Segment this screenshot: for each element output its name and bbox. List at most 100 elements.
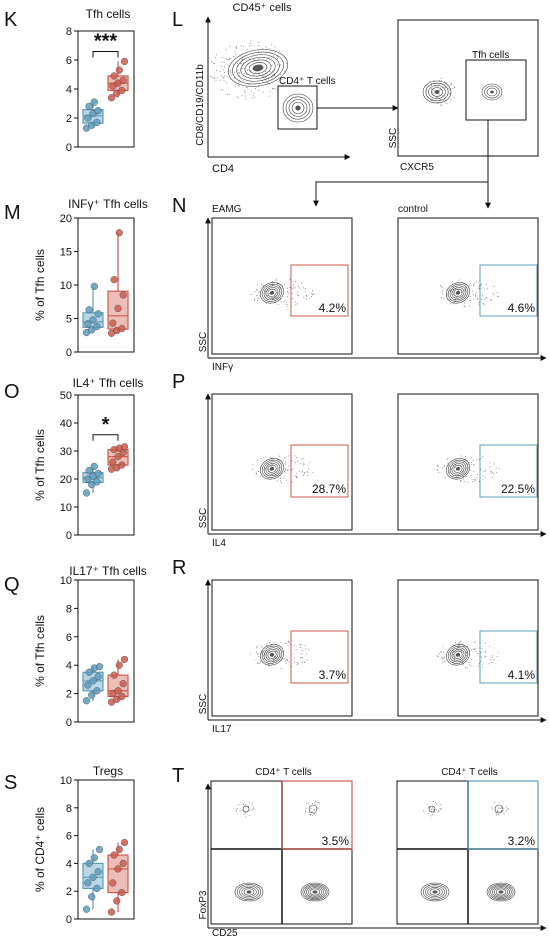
event-dot <box>263 457 265 459</box>
event-dot <box>258 41 260 43</box>
event-dot <box>210 75 212 77</box>
event-dot <box>253 74 255 76</box>
event-dot <box>271 463 273 465</box>
event-dot <box>272 88 274 90</box>
event-dot <box>268 468 270 470</box>
event-dot <box>285 642 287 644</box>
data-point <box>93 322 101 331</box>
event-dot <box>493 294 495 296</box>
event-dot <box>440 297 442 299</box>
event-dot <box>474 480 476 482</box>
event-dot <box>438 93 440 95</box>
event-dot <box>490 299 492 301</box>
event-dot <box>471 461 473 463</box>
event-dot <box>261 652 263 654</box>
event-dot <box>280 642 282 644</box>
event-dot <box>317 801 319 803</box>
event-dot <box>446 103 448 105</box>
data-point <box>95 663 104 671</box>
event-dot <box>438 89 440 91</box>
event-dot <box>466 655 468 657</box>
data-point <box>84 114 92 122</box>
panel-letter: R <box>172 557 186 579</box>
event-dot <box>312 471 314 473</box>
event-dot <box>261 459 263 461</box>
panel-letter: N <box>172 195 186 217</box>
event-dot <box>296 475 298 477</box>
y-tick-label: 2 <box>66 689 72 701</box>
event-dot <box>480 298 482 300</box>
event-dot <box>483 475 485 477</box>
event-dot <box>273 642 275 644</box>
event-dot <box>265 302 267 304</box>
event-dot <box>286 303 288 305</box>
data-point <box>95 845 104 854</box>
panel-k: K Tfh cells 0 2 4 6 8 *** <box>4 7 135 154</box>
event-dot <box>276 480 278 482</box>
event-dot <box>485 656 487 658</box>
gate-label: Tfh cells <box>472 50 509 61</box>
event-dot <box>442 290 444 292</box>
event-dot <box>245 87 247 89</box>
event-dot <box>490 659 492 661</box>
event-dot <box>498 802 500 804</box>
event-dot <box>431 99 433 101</box>
gate-percentage: 4.6% <box>508 301 536 315</box>
event-dot <box>296 661 298 663</box>
y-tick-label: 6 <box>66 632 72 644</box>
event-dot <box>284 70 286 72</box>
event-dot <box>470 474 472 476</box>
event-dot <box>238 85 240 87</box>
event-dot <box>251 805 253 807</box>
event-dot <box>440 809 442 811</box>
plot-frame <box>397 393 539 531</box>
event-dot <box>309 813 311 815</box>
event-dot <box>222 69 224 71</box>
event-dot <box>304 645 306 647</box>
gate-percentage: 3.5% <box>322 834 350 848</box>
event-dot <box>226 76 228 78</box>
event-dot <box>301 653 303 655</box>
event-dot <box>496 813 498 815</box>
event-dot <box>305 648 307 650</box>
event-dot <box>286 305 288 307</box>
y-tick-label: 4 <box>66 858 72 870</box>
event-dot <box>230 57 232 59</box>
event-dot <box>235 54 237 56</box>
data-point <box>93 478 101 486</box>
event-dot <box>248 45 250 47</box>
event-dot <box>444 81 446 83</box>
event-dot <box>485 283 487 285</box>
plot-eamg: 4.2% <box>211 217 353 355</box>
event-dot <box>466 667 468 669</box>
data-point <box>120 57 129 66</box>
event-dot <box>310 814 312 816</box>
event-dot <box>257 297 259 299</box>
event-dot <box>264 654 266 656</box>
event-dot <box>257 284 259 286</box>
event-dot <box>439 285 441 287</box>
density-contour <box>447 283 469 302</box>
event-dot <box>279 655 281 657</box>
event-dot <box>298 287 300 289</box>
event-dot <box>306 659 308 661</box>
gate-percentage: 4.1% <box>508 668 536 682</box>
event-dot <box>284 461 286 463</box>
event-dot <box>490 470 492 472</box>
flow-panels-layer: L CD45⁺ cells CD8/CD19/CD11b CD4 CD4⁺ T cell… <box>172 2 547 938</box>
event-dot <box>484 476 486 478</box>
event-dot <box>482 478 484 480</box>
event-dot <box>309 814 311 816</box>
y-axis-label: % of Tfh cells <box>33 249 47 321</box>
event-dot <box>275 651 277 653</box>
y-axis-label: % of Tfh cells <box>33 429 47 501</box>
density-contour <box>263 647 281 663</box>
data-point <box>118 86 126 95</box>
event-dot <box>236 45 238 47</box>
density-core <box>498 890 504 894</box>
event-dot <box>261 646 263 648</box>
density-core <box>269 652 275 657</box>
event-dot <box>458 642 460 644</box>
density-contour <box>260 282 284 304</box>
event-dot <box>230 72 232 74</box>
